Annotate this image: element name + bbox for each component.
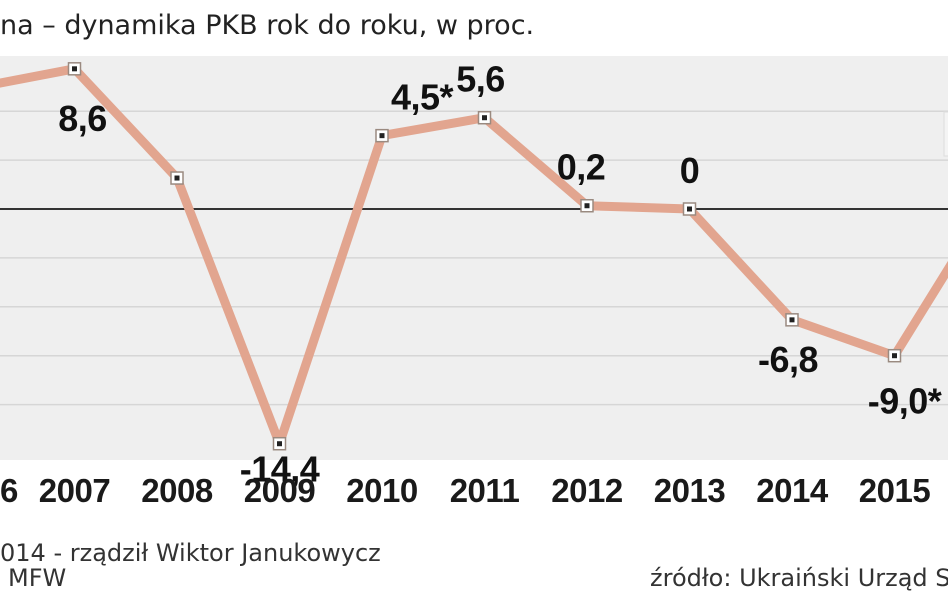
data-label-2013: 0 xyxy=(680,150,700,191)
x-tick-2010: 2010 xyxy=(346,472,417,509)
marker-center xyxy=(584,203,590,209)
x-tick-2014: 2014 xyxy=(756,472,829,509)
data-label-2007: 8,6 xyxy=(58,98,107,139)
x-tick-2008: 2008 xyxy=(141,472,213,509)
legend-box-edge xyxy=(943,111,948,157)
x-tick-6: 6 xyxy=(0,472,18,509)
marker-center xyxy=(379,133,385,139)
data-label-2014: -6,8 xyxy=(758,339,818,380)
data-markers xyxy=(67,62,902,451)
data-label-2009: -14,4 xyxy=(240,449,320,490)
marker-center xyxy=(789,317,795,323)
note-line-1: 014 - rządził Wiktor Janukowycz xyxy=(0,539,381,567)
marker-center xyxy=(174,175,180,181)
data-point-2011 xyxy=(477,110,492,125)
data-point-2012 xyxy=(580,198,594,213)
x-axis-ticks: 6 2007 2008 2009 2010 2011 2012 2013 2014 2015 xyxy=(0,472,931,509)
note-line-2: MFW xyxy=(8,564,66,592)
data-point-2013 xyxy=(682,202,697,216)
marker-center xyxy=(482,115,487,121)
x-tick-2015: 2015 xyxy=(859,472,931,509)
marker-center xyxy=(72,66,77,72)
data-point-2007 xyxy=(67,62,82,76)
data-point-2015 xyxy=(887,348,902,363)
data-label-2011: 5,6 xyxy=(456,59,505,100)
x-tick-2011: 2011 xyxy=(450,472,520,509)
data-label-2012: 0,2 xyxy=(557,147,606,188)
data-point-2009 xyxy=(272,436,287,451)
data-point-2008 xyxy=(170,171,184,185)
x-tick-2009: 2009 xyxy=(244,472,316,509)
data-point-2010 xyxy=(375,128,389,143)
marker-center xyxy=(277,441,282,447)
x-tick-2013: 2013 xyxy=(654,472,726,509)
marker-center xyxy=(687,206,692,212)
x-tick-2012: 2012 xyxy=(551,472,623,509)
data-labels: 8,6 -14,4 4,5* 5,6 0,2 0 -6,8 -9,0* xyxy=(58,59,942,490)
data-label-2015: -9,0* xyxy=(868,381,942,422)
chart-title: na – dynamika PKB rok do roku, w proc. xyxy=(0,10,534,41)
grid-lines xyxy=(0,110,948,406)
marker-center xyxy=(892,353,897,359)
x-tick-2007: 2007 xyxy=(39,472,110,509)
source-note: źródło: Ukraiński Urząd S xyxy=(650,564,948,592)
data-point-2014 xyxy=(785,313,799,327)
data-label-2010: 4,5* xyxy=(391,77,454,118)
